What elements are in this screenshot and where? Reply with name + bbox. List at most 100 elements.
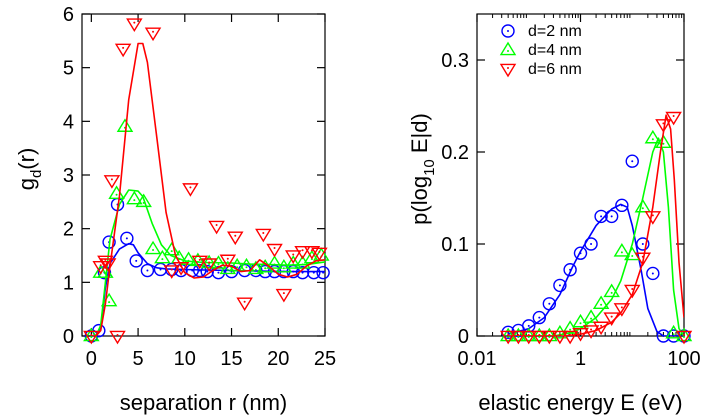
data-point-d6	[499, 330, 517, 345]
data-point-d2	[656, 329, 671, 343]
data-point-d2	[636, 237, 650, 251]
x-tick-label: 1	[575, 348, 586, 370]
data-point-d6	[284, 250, 302, 264]
data-point-d6	[200, 258, 218, 272]
data-point-d4	[510, 327, 527, 342]
data-point-d6	[582, 325, 600, 339]
x-tick-label: 0.01	[458, 348, 497, 370]
legend-marker-d4	[499, 41, 517, 56]
data-point-d4	[83, 327, 100, 342]
data-point-d6	[103, 175, 121, 189]
y-tick-label: 0	[458, 326, 469, 348]
chart-left: 0 1 2 3 4 5 6 0 5 10 15 20 25 separation r (nm) gd(r)	[14, 4, 336, 415]
data-point-d2	[193, 263, 207, 278]
data-point-d4	[180, 251, 197, 266]
data-point-d2	[140, 263, 155, 278]
y-tick-label: 1	[63, 272, 74, 294]
data-point-d6	[208, 220, 225, 235]
data-point-d2	[129, 254, 143, 268]
data-point-d2	[604, 209, 619, 224]
data-point-d4	[108, 185, 125, 200]
data-point-d2	[542, 297, 557, 311]
x-tick-label: 25	[314, 348, 336, 370]
data-point-d4	[644, 129, 662, 144]
y-tick-label: 0.2	[441, 142, 469, 164]
data-point-d6	[655, 119, 672, 133]
data-point-d4	[228, 257, 246, 272]
y-tick-label: 5	[63, 58, 74, 80]
data-point-d4	[592, 295, 610, 310]
data-point-d2	[573, 246, 588, 260]
y-axis-label: gd(r)	[14, 148, 45, 191]
data-point-d6	[275, 288, 293, 303]
series-d6	[83, 18, 328, 345]
data-point-d6	[561, 330, 579, 345]
data-point-d6	[144, 27, 162, 42]
data-point-d6	[83, 330, 100, 345]
legend-marker-d6	[499, 63, 517, 78]
data-point-d6	[172, 262, 190, 276]
y-tick-label: 0.3	[441, 50, 469, 72]
y-tick-label: 3	[63, 165, 74, 187]
data-point-d2	[615, 198, 629, 213]
legend-label: d=6 nm	[528, 61, 582, 78]
data-point-d2	[295, 265, 310, 280]
data-point-d2	[625, 154, 639, 168]
data-point-d6	[236, 297, 253, 312]
chart-right: 0 0.1 0.2 0.3 0.01 1 100 elastic energy E (eV) p…	[407, 13, 701, 415]
data-point-d2	[563, 263, 577, 277]
data-point-d6	[311, 247, 328, 262]
x-tick-label: 10	[174, 348, 196, 370]
x-tick-label: 0	[86, 348, 97, 370]
data-point-d6	[572, 327, 589, 342]
data-point-d6	[99, 258, 117, 272]
data-point-d4	[154, 249, 171, 264]
series-d4	[83, 118, 330, 342]
data-point-d6	[592, 321, 610, 336]
data-point-d2	[532, 310, 547, 325]
data-point-d6	[634, 252, 652, 267]
legend-marker-d2	[501, 24, 515, 38]
data-point-d6	[520, 330, 537, 345]
data-point-d6	[227, 231, 244, 246]
data-point-d4	[163, 241, 180, 256]
data-point-d6	[114, 43, 132, 58]
data-point-d4	[675, 327, 693, 342]
legend-label: d=4 nm	[528, 42, 582, 59]
data-point-d6	[613, 303, 631, 317]
series-d2	[84, 197, 330, 343]
data-point-d4	[655, 134, 672, 149]
data-point-d4	[520, 327, 537, 342]
data-point-d2	[120, 231, 134, 246]
data-point-d4	[531, 327, 548, 342]
y-tick-label: 2	[63, 219, 74, 241]
data-point-d6	[266, 243, 283, 258]
data-point-d4	[135, 193, 152, 208]
data-point-d4	[284, 255, 302, 269]
y-tick-label: 6	[63, 4, 74, 26]
series-line-d6	[91, 42, 325, 336]
series-d4	[499, 129, 693, 342]
series-d2	[501, 154, 691, 343]
data-point-d2	[584, 237, 598, 251]
data-point-d4	[116, 118, 134, 132]
legend-label: d=2 nm	[528, 23, 582, 40]
y-tick-label: 0	[63, 326, 74, 348]
y-axis-label: p(log10 E|d)	[407, 113, 438, 225]
data-point-d6	[624, 284, 641, 299]
data-point-d4	[603, 283, 620, 298]
data-point-d6	[675, 330, 693, 345]
data-point-d4	[144, 240, 162, 255]
data-point-d2	[316, 265, 330, 280]
data-point-d4	[541, 327, 558, 342]
data-point-d6	[126, 18, 143, 33]
data-point-d6	[603, 312, 620, 326]
x-tick-label: 20	[267, 348, 289, 370]
y-tick-label: 0.1	[441, 234, 469, 256]
x-tick-label: 5	[133, 348, 144, 370]
data-point-d6	[531, 330, 548, 345]
data-point-d6	[644, 211, 662, 225]
data-point-d6	[294, 245, 311, 260]
data-point-d2	[646, 266, 660, 281]
data-point-d6	[665, 111, 682, 126]
